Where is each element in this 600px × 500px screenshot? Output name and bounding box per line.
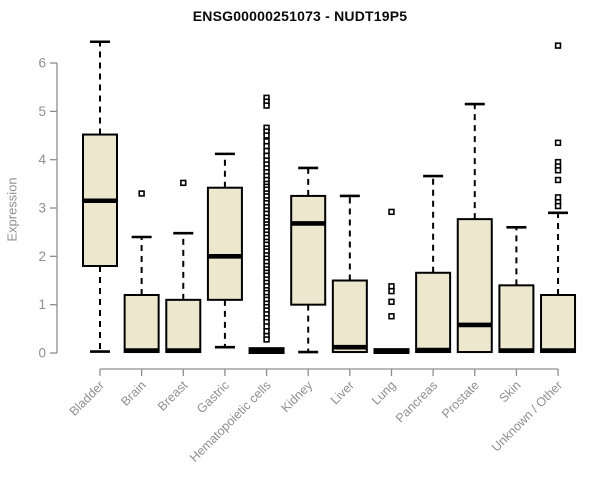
outlier-point (554, 167, 562, 174)
iqr-box (415, 271, 452, 354)
y-tick-label: 0 (38, 346, 46, 361)
box-breast (165, 179, 202, 354)
iqr-box (290, 194, 327, 306)
outlier-point (180, 179, 187, 187)
outlier-point (388, 298, 395, 305)
x-tick-label: Kidney (278, 378, 315, 415)
x-tick-label: Pancreas (393, 378, 440, 425)
box-prostate (456, 102, 493, 354)
y-tick-label: 3 (38, 201, 46, 216)
iqr-box (456, 218, 493, 354)
iqr-box (123, 294, 160, 354)
iqr-box (498, 284, 535, 354)
outlier-point (554, 202, 562, 210)
y-tick-label: 4 (38, 152, 46, 167)
x-tick-label: Bladder (67, 378, 107, 418)
x-tick-label: Lung (369, 378, 399, 408)
outlier-point (388, 313, 395, 320)
box-kidney (290, 166, 327, 354)
x-tick-label: Gastric (194, 378, 232, 416)
chart-title: ENSG00000251073 - NUDT19P5 (192, 8, 408, 24)
iqr-box (331, 279, 368, 354)
outlier-point (263, 132, 270, 139)
x-tick-label: Unknown / Other (489, 378, 565, 454)
outlier-point (554, 139, 562, 146)
outlier-point (263, 336, 270, 343)
box-liver (331, 194, 368, 354)
x-tick-label: Hematopoietic cells (187, 378, 274, 465)
outlier-point (388, 287, 395, 295)
outlier-point (554, 176, 562, 184)
x-tick-label: Brain (118, 378, 149, 409)
box-skin (498, 226, 535, 354)
box-hematopoietic-cells (248, 94, 285, 354)
x-tick-label: Prostate (439, 378, 482, 421)
iqr-box (165, 298, 202, 354)
y-tick-label: 6 (38, 56, 46, 71)
box-gastric (206, 152, 243, 349)
outlier-point (263, 102, 270, 109)
x-tick-label: Breast (155, 378, 191, 414)
y-tick-label: 1 (38, 297, 46, 312)
box-brain (123, 190, 160, 354)
outlier-point (138, 190, 145, 197)
box-bladder (82, 40, 118, 353)
outlier-point (388, 208, 395, 216)
outlier-point (554, 42, 562, 49)
iqr-box (206, 186, 243, 301)
x-tick-label: Skin (496, 378, 523, 405)
box-lung (373, 208, 410, 355)
x-tick-label: Liver (328, 378, 357, 407)
iqr-box (540, 294, 577, 354)
y-tick-label: 2 (38, 249, 46, 264)
box-pancreas (415, 174, 452, 354)
y-tick-label: 5 (38, 104, 46, 119)
box-unknown-other (540, 42, 577, 354)
